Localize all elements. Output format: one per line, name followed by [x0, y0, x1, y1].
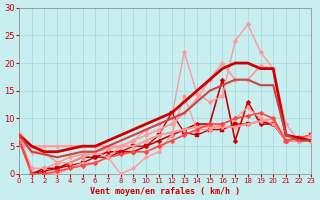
X-axis label: Vent moyen/en rafales ( km/h ): Vent moyen/en rafales ( km/h ) [90, 187, 240, 196]
